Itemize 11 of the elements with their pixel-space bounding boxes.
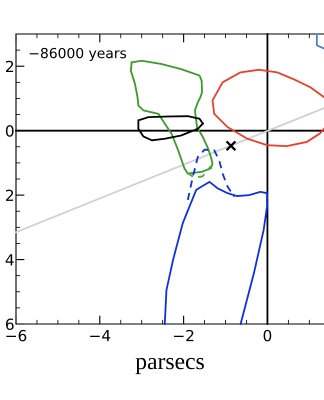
x-tick-label: −6 (6, 330, 26, 342)
x-axis-title: parsecs (136, 358, 204, 374)
y-tick-label: 2 (6, 60, 14, 72)
y-tick-label: 2 (6, 190, 14, 201)
x-tick-label: −4 (90, 330, 110, 342)
annotation: −86000 years (30, 48, 126, 62)
y-tick-label: 6 (6, 318, 14, 330)
y-tick-label: 0 (6, 125, 14, 137)
x-tick-label: 0 (264, 330, 272, 342)
x-tick-label: −2 (174, 330, 194, 342)
y-tick-label: 4 (6, 254, 14, 266)
